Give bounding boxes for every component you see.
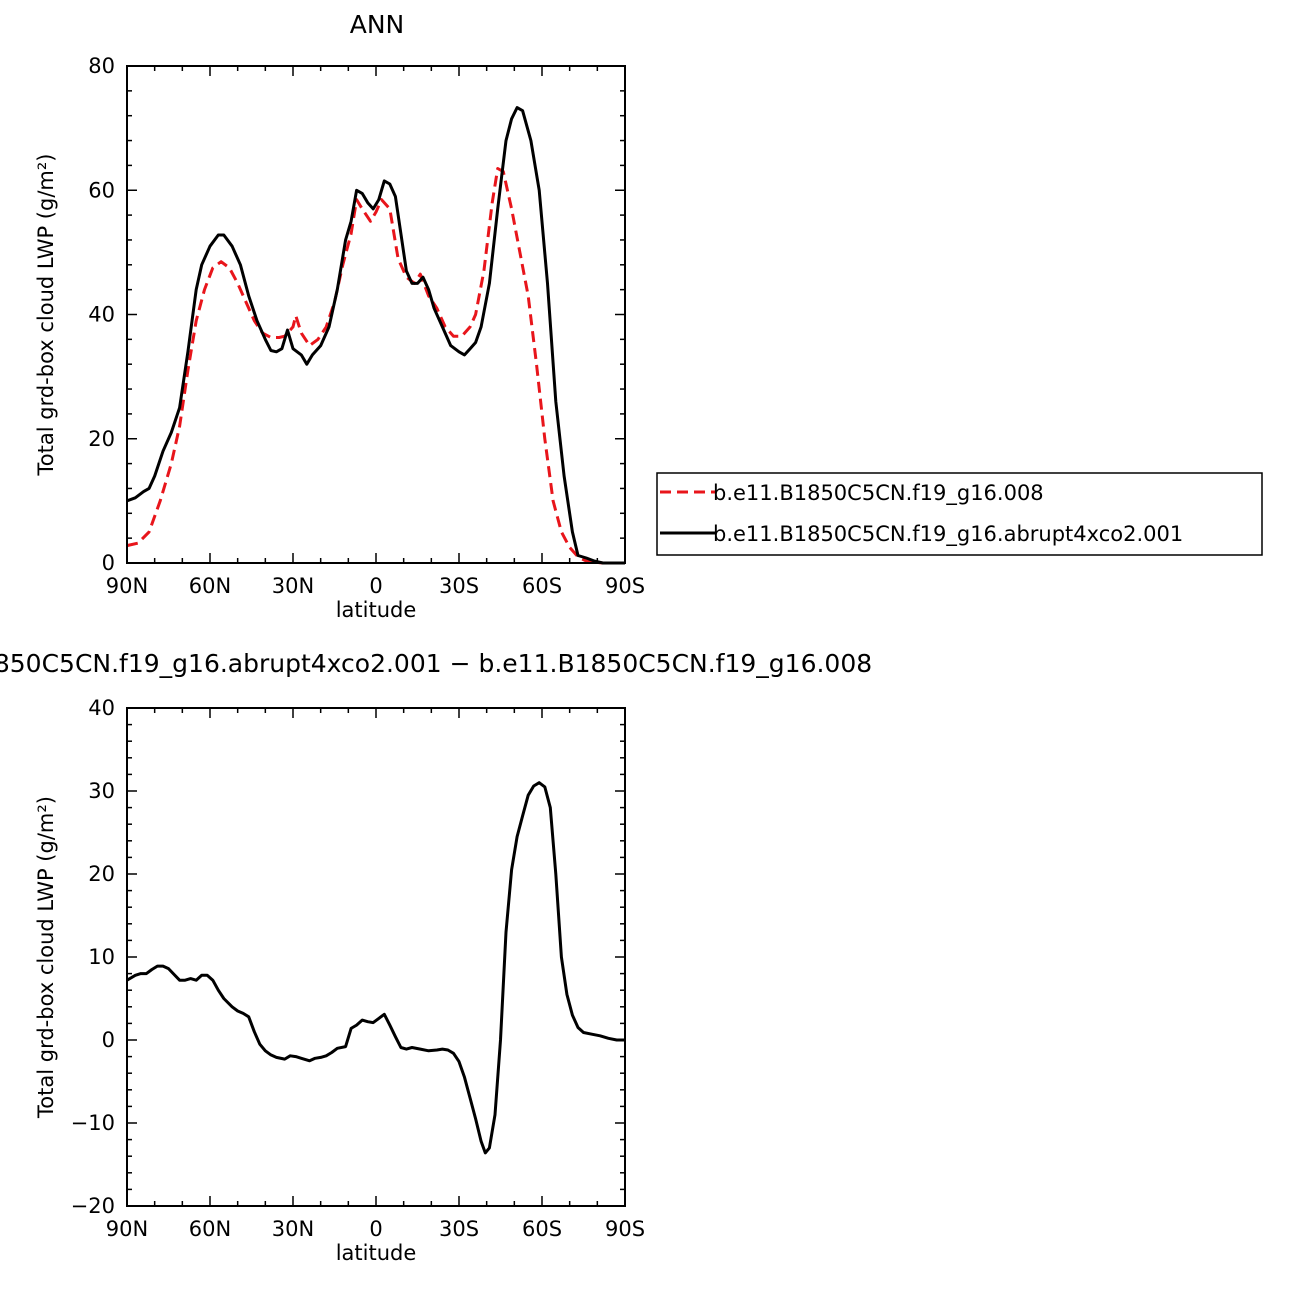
x-tick-label: 60S: [522, 574, 562, 598]
legend-box: [656, 472, 1263, 556]
x-tick-label: 60N: [189, 1217, 231, 1241]
legend: b.e11.B1850C5CN.f19_g16.008 b.e11.B1850C…: [656, 472, 1263, 556]
y-tick-label: 10: [88, 945, 115, 969]
y-tick-label: 60: [88, 178, 115, 202]
y-axis-title: Total grd-box cloud LWP (g/m²): [34, 154, 58, 477]
y-tick-label: 20: [88, 427, 115, 451]
y-tick-label: 80: [88, 54, 115, 78]
y-axis-title: Total grd-box cloud LWP (g/m²): [34, 796, 58, 1119]
series-line-1: [126, 106, 625, 565]
series-line-0: [126, 167, 625, 565]
legend-label-control: b.e11.B1850C5CN.f19_g16.008: [713, 481, 1044, 506]
plot-frame: [126, 707, 626, 1207]
x-axis-title: latitude: [336, 1241, 417, 1265]
x-tick-label: 60N: [189, 574, 231, 598]
x-tick-label: 0: [369, 574, 382, 598]
y-tick-label: 20: [88, 862, 115, 886]
y-tick-label: 0: [102, 551, 115, 575]
x-tick-label: 90S: [605, 574, 645, 598]
series-line-0: [126, 781, 625, 1155]
x-tick-label: 60S: [522, 1217, 562, 1241]
y-tick-label: 40: [88, 696, 115, 720]
y-tick-label: −20: [71, 1194, 115, 1218]
x-tick-label: 30S: [439, 1217, 479, 1241]
bottom-plot-title: b.e11.B1850C5CN.f19_g16.abrupt4xco2.001 …: [0, 649, 872, 678]
x-tick-label: 90N: [106, 1217, 148, 1241]
x-tick-label: 30N: [272, 574, 314, 598]
y-tick-label: −10: [71, 1111, 115, 1135]
x-tick-label: 90N: [106, 574, 148, 598]
y-tick-label: 40: [88, 303, 115, 327]
x-tick-label: 30N: [272, 1217, 314, 1241]
plot-frame: [126, 65, 626, 564]
legend-label-4xco2: b.e11.B1850C5CN.f19_g16.abrupt4xco2.001: [713, 522, 1183, 547]
x-tick-label: 90S: [605, 1217, 645, 1241]
y-tick-label: 30: [88, 779, 115, 803]
x-axis-title: latitude: [336, 598, 417, 622]
y-tick-label: 0: [102, 1028, 115, 1052]
top-plot: 90N 60N 30N 0 30S 60S 90S 0 20 40 60 80 latitude Tota…: [34, 54, 645, 622]
bottom-plot: 90N 60N 30N 0 30S 60S 90S −20 −10 0 10 20 30 40 latitu…: [34, 696, 645, 1265]
top-plot-title: ANN: [350, 10, 405, 39]
x-tick-label: 30S: [439, 574, 479, 598]
x-tick-label: 0: [369, 1217, 382, 1241]
